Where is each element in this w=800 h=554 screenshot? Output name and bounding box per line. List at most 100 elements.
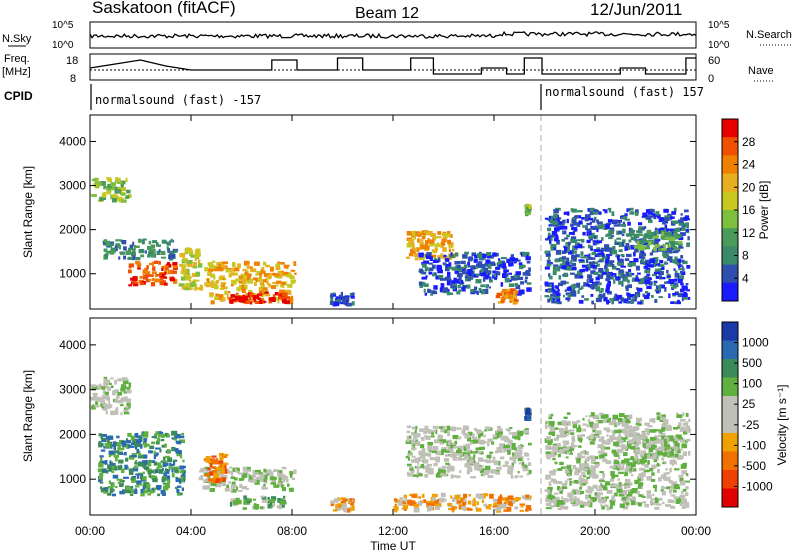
heatmap-cell — [104, 443, 111, 448]
heatmap-cell — [465, 446, 470, 450]
heatmap-cell — [504, 461, 509, 465]
heatmap-cell — [437, 269, 443, 274]
heatmap-cell — [621, 239, 626, 243]
heatmap-cell — [613, 296, 619, 302]
heatmap-cell — [351, 292, 355, 296]
heatmap-cell — [678, 474, 684, 479]
heatmap-cell — [598, 479, 605, 482]
heatmap-cell — [666, 427, 669, 432]
heatmap-cell — [495, 266, 501, 270]
heatmap-cell — [596, 489, 602, 492]
heatmap-cell — [593, 235, 596, 240]
heatmap-cell — [552, 290, 558, 294]
heatmap-cell — [514, 257, 518, 262]
heatmap-cell — [126, 404, 131, 409]
heatmap-cell — [597, 252, 604, 255]
heatmap-cell — [603, 487, 608, 491]
heatmap-cell — [597, 444, 604, 448]
heatmap-cell — [410, 459, 415, 463]
heatmap-cell — [479, 439, 485, 445]
heatmap-cell — [597, 274, 601, 277]
heatmap-cell — [130, 281, 133, 285]
heatmap-cell — [643, 260, 646, 266]
heatmap-cell — [114, 399, 118, 403]
heatmap-cell — [615, 422, 621, 426]
nsearch-tick-top: 10^5 — [708, 20, 730, 31]
heatmap-cell — [121, 440, 126, 445]
heatmap-cell — [651, 502, 658, 506]
heatmap-cell — [454, 261, 461, 265]
heatmap-cell — [101, 488, 104, 491]
heatmap-cell — [662, 251, 667, 257]
heatmap-cell — [660, 442, 664, 445]
heatmap-cell — [225, 487, 230, 492]
heatmap-cell — [249, 266, 253, 270]
heatmap-cell — [664, 217, 670, 222]
heatmap-cell — [495, 506, 501, 512]
heatmap-cell — [123, 409, 129, 412]
heatmap-cell — [458, 445, 463, 448]
x-axis-label: Time UT — [370, 539, 416, 553]
heatmap-cell — [484, 505, 488, 509]
heatmap-cell — [146, 483, 151, 489]
heatmap-cell — [164, 282, 168, 286]
heatmap-cell — [417, 458, 420, 462]
heatmap-cell — [527, 442, 532, 446]
heatmap-cell — [638, 226, 645, 230]
heatmap-cell — [661, 490, 667, 496]
heatmap-cell — [467, 261, 470, 266]
heatmap-cell — [249, 475, 254, 481]
heatmap-cell — [261, 282, 265, 285]
heatmap-cell — [206, 468, 212, 473]
heatmap-cell — [571, 436, 575, 441]
heatmap-cell — [126, 189, 131, 194]
heatmap-cell — [551, 422, 554, 427]
heatmap-cell — [277, 272, 282, 277]
heatmap-cell — [475, 279, 482, 284]
heatmap-cell — [130, 435, 135, 441]
heatmap-cell — [503, 509, 509, 512]
heatmap-cell — [649, 418, 655, 422]
heatmap-cell — [463, 499, 467, 503]
heatmap-cell — [618, 413, 625, 418]
heatmap-cell — [448, 292, 454, 295]
heatmap-cell — [547, 442, 552, 445]
heatmap-cell — [618, 494, 625, 497]
heatmap-cell — [674, 454, 679, 458]
heatmap-cell — [411, 431, 417, 436]
heatmap-cell — [454, 279, 460, 284]
heatmap-cell — [241, 284, 244, 290]
heatmap-cell — [552, 479, 558, 484]
heatmap-cell — [606, 291, 612, 295]
heatmap-cell — [242, 280, 247, 285]
heatmap-cell — [586, 470, 591, 475]
heatmap-cell — [124, 397, 128, 402]
heatmap-cell — [113, 446, 116, 450]
heatmap-cell — [606, 506, 611, 511]
heatmap-cell — [253, 298, 257, 303]
heatmap-cell — [511, 294, 516, 299]
heatmap-cell — [665, 468, 668, 471]
heatmap-cell — [435, 456, 440, 462]
heatmap-cell — [409, 439, 416, 445]
heatmap-cell — [672, 220, 679, 224]
heatmap-cell — [581, 434, 585, 437]
heatmap-cell — [625, 271, 629, 277]
heatmap-cell — [622, 496, 628, 501]
heatmap-cell — [340, 292, 343, 297]
heatmap-cell — [99, 481, 104, 484]
heatmap-cell — [559, 488, 562, 491]
heatmap-cell — [505, 428, 511, 431]
heatmap-cell — [467, 256, 472, 262]
heatmap-cell — [657, 264, 664, 267]
heatmap-cell — [351, 505, 355, 510]
heatmap-cell — [582, 428, 586, 432]
heatmap-cell — [166, 475, 171, 480]
heatmap-cell — [513, 261, 517, 264]
heatmap-cell — [182, 472, 186, 477]
heatmap-cell — [97, 182, 102, 187]
heatmap-cell — [118, 445, 121, 451]
heatmap-cell — [520, 504, 524, 508]
heatmap-cell — [187, 250, 193, 253]
